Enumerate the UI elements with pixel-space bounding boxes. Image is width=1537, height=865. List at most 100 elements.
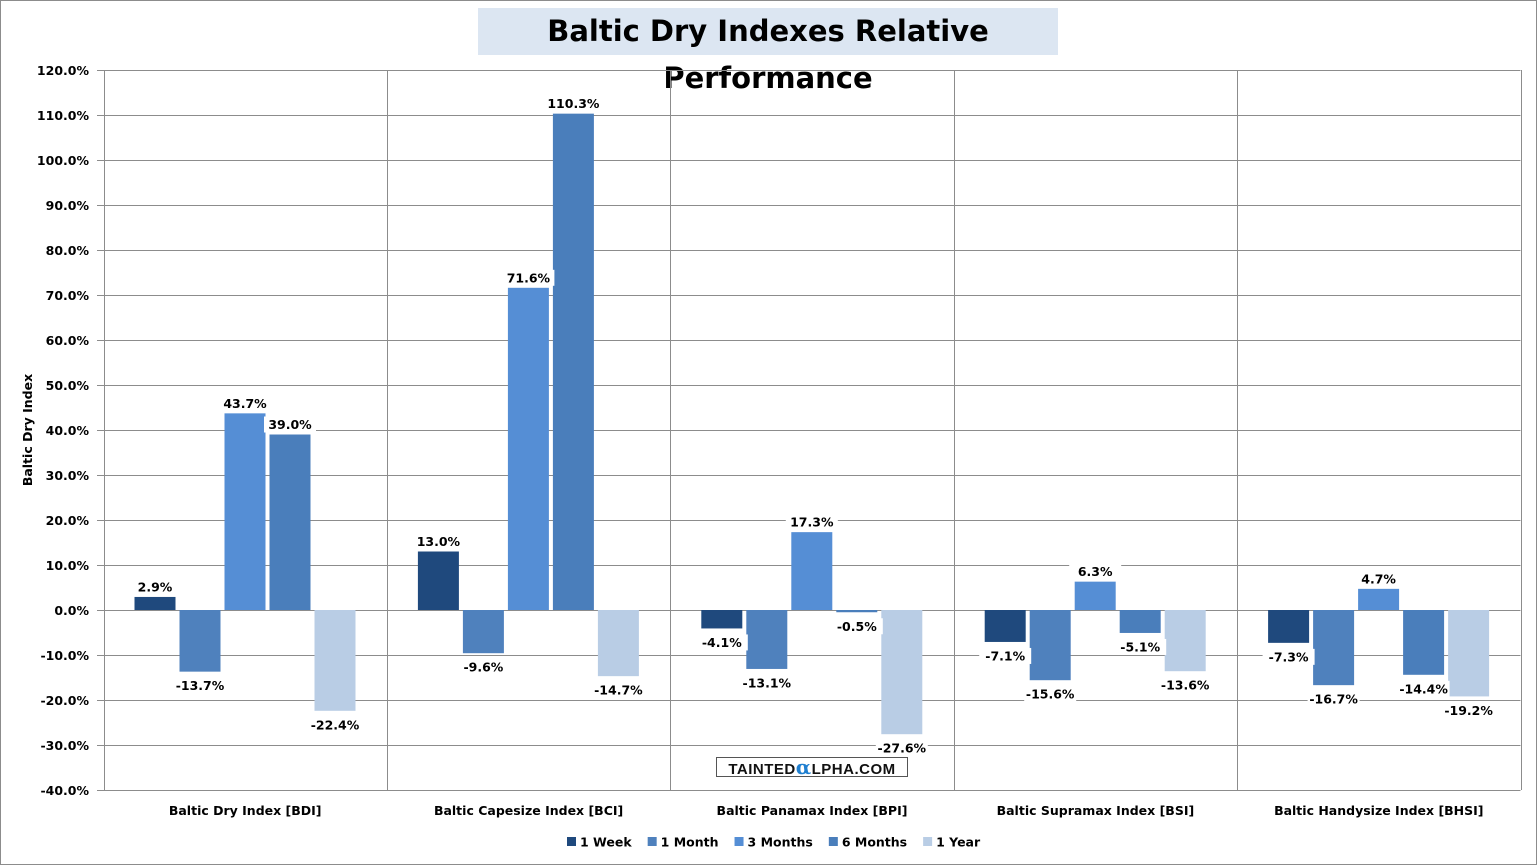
data-label-bg [1397, 680, 1450, 697]
legend-swatch [828, 837, 838, 846]
legend-label: 6 Months [842, 835, 907, 850]
data-label: -13.1% [743, 675, 792, 690]
category-label: Baltic Capesize Index [BCI] [434, 803, 623, 818]
data-label-bg [547, 95, 600, 112]
data-label: -14.7% [594, 683, 643, 698]
data-label: -19.2% [1444, 703, 1493, 718]
legend-swatch [647, 837, 657, 846]
legend-label: 1 Year [936, 835, 981, 850]
y-tick-label: 80.0% [46, 243, 90, 258]
y-tick-label: -30.0% [40, 738, 89, 753]
data-label: -16.7% [1309, 692, 1358, 707]
legend-swatch [923, 837, 933, 846]
y-tick-label: 0.0% [54, 603, 89, 618]
data-label-bg [502, 269, 555, 286]
y-tick-label: 120.0% [37, 63, 90, 78]
y-tick-label: -40.0% [40, 783, 89, 798]
bar-1-year [881, 610, 923, 735]
bar-1-week [984, 610, 1026, 642]
data-label-bg [1352, 570, 1405, 587]
watermark-logo: TAINTEDαLPHA.COM [716, 757, 908, 778]
data-label: 110.3% [547, 96, 600, 111]
bar-1-year [1164, 610, 1206, 672]
legend-swatch [734, 837, 744, 846]
legend-label: 1 Week [580, 835, 632, 850]
data-label-bg [1307, 691, 1360, 708]
data-label-bg [219, 395, 271, 412]
data-label: 13.0% [417, 534, 461, 549]
y-tick-label: 20.0% [46, 513, 90, 528]
data-label: 17.3% [790, 515, 834, 530]
data-label: 2.9% [138, 579, 173, 594]
data-label-bg [1114, 638, 1167, 655]
data-label-bg [1024, 686, 1077, 703]
category-label: Baltic Panamax Index [BPI] [717, 803, 908, 818]
data-label-bg [1442, 702, 1495, 719]
data-label-bg [174, 677, 226, 694]
y-tick-label: 60.0% [46, 333, 90, 348]
data-label-bg [695, 634, 748, 651]
bar-1-month [1313, 610, 1355, 686]
bar-1-week [134, 596, 176, 610]
data-label: -5.1% [1120, 639, 1160, 654]
y-tick-label: 30.0% [46, 468, 90, 483]
bar-3-months [1074, 581, 1116, 610]
y-tick-label: 40.0% [46, 423, 90, 438]
data-label: 71.6% [507, 270, 551, 285]
legend-label: 1 Month [661, 835, 719, 850]
data-label-bg [875, 740, 928, 757]
data-label: 39.0% [268, 417, 312, 432]
legend-swatch [567, 837, 576, 846]
bar-6-months [552, 113, 594, 611]
data-label: -14.4% [1399, 681, 1448, 696]
bar-1-week [701, 610, 743, 629]
data-label: -15.6% [1026, 687, 1075, 702]
data-label-bg [457, 659, 510, 676]
data-label: 43.7% [223, 396, 267, 411]
data-label: -13.6% [1161, 678, 1210, 693]
category-label: Baltic Handysize Index [BHSI] [1274, 803, 1483, 818]
bar-3-months [224, 413, 266, 610]
data-label-bg [129, 578, 181, 595]
data-label-bg [740, 674, 793, 691]
y-tick-label: 110.0% [37, 108, 90, 123]
bar-1-year [597, 610, 639, 677]
bar-1-year [1448, 610, 1490, 697]
bar-1-week [1268, 610, 1310, 643]
data-label-bg [309, 716, 361, 733]
bar-1-month [1029, 610, 1071, 681]
bar-1-month [462, 610, 504, 654]
y-tick-label: 10.0% [46, 558, 90, 573]
bar-6-months [1119, 610, 1161, 633]
data-label: -4.1% [702, 635, 742, 650]
bar-6-months [1403, 610, 1445, 675]
y-tick-label: 50.0% [46, 378, 90, 393]
bar-1-month [179, 610, 221, 672]
data-label-bg [1069, 563, 1122, 580]
bar-1-year [314, 610, 356, 711]
y-tick-label: 70.0% [46, 288, 90, 303]
chart-title: Baltic Dry Indexes Relative Performance [478, 8, 1058, 95]
data-label: -0.5% [837, 619, 877, 634]
data-label-bg [979, 647, 1032, 664]
data-label: -27.6% [878, 741, 927, 756]
bar-1-week [417, 551, 459, 610]
bar-1-month [746, 610, 788, 669]
data-label-bg [412, 533, 465, 550]
data-label-bg [785, 514, 838, 531]
data-label: -7.1% [985, 648, 1025, 663]
category-label: Baltic Dry Index [BDI] [169, 803, 322, 818]
data-label-bg [592, 682, 645, 699]
y-tick-label: 90.0% [46, 198, 90, 213]
data-label-bg [830, 618, 883, 635]
y-axis-label: Baltic Dry Index [20, 374, 35, 486]
bar-3-months [791, 532, 833, 610]
bar-3-months [507, 287, 549, 610]
data-label: 4.7% [1361, 571, 1396, 586]
data-label: 6.3% [1078, 564, 1113, 579]
y-tick-label: 100.0% [37, 153, 90, 168]
data-label: -22.4% [311, 717, 360, 732]
legend-label: 3 Months [748, 835, 813, 850]
data-label-bg [1262, 648, 1315, 665]
